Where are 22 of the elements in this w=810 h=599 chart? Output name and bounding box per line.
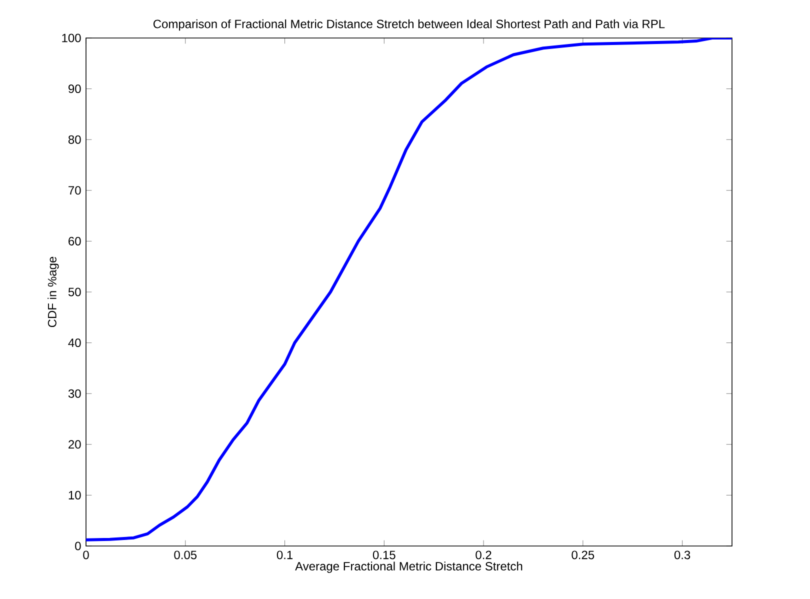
x-tick-label: 0.3 (674, 550, 690, 560)
x-tick-label: 0.25 (572, 550, 594, 560)
chart-title: Comparison of Fractional Metric Distance Stretch between Ideal Shortest Path and Path via RPL (153, 19, 665, 31)
y-tick-label: 80 (68, 135, 81, 144)
y-tick-label: 60 (68, 236, 81, 246)
y-tick-label: 10 (68, 490, 81, 500)
y-tick-label: 90 (68, 84, 81, 94)
x-tick-label: 0.15 (372, 550, 396, 560)
y-tick-label: 20 (68, 440, 81, 449)
y-tick-label: 70 (68, 186, 81, 195)
x-axis-title: Average Fractional Metric Distance Stretch (295, 562, 522, 573)
y-tick-label: 0 (75, 542, 81, 550)
y-tick-label: 40 (68, 338, 81, 348)
x-tick-label: 0.1 (276, 550, 293, 560)
line-series (86, 38, 732, 542)
y-tick-label: 100 (62, 34, 81, 42)
y-axis-title: CDF in %age (48, 256, 59, 328)
y-tick-label: 50 (68, 288, 81, 296)
x-tick-label: 0 (83, 550, 89, 560)
x-tick-label: 0.05 (174, 550, 197, 560)
y-tick-label: 30 (68, 389, 81, 398)
x-tick-label: 0.2 (476, 550, 492, 560)
